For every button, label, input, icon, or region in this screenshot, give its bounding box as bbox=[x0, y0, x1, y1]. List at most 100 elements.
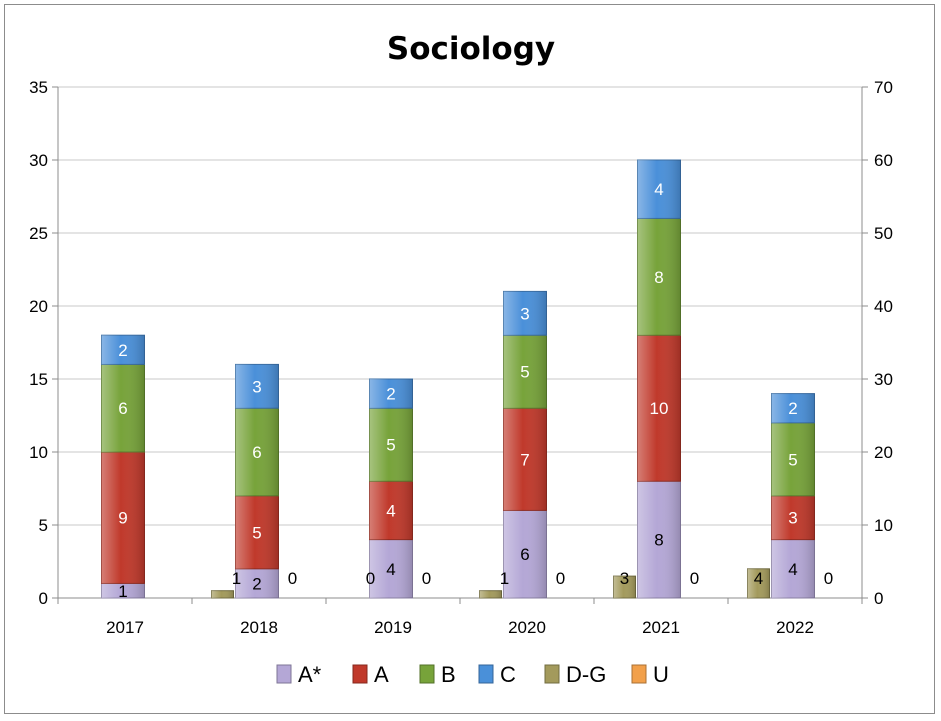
bars bbox=[101, 159, 815, 599]
y2-tick-label: 30 bbox=[874, 370, 893, 389]
category-label: 2020 bbox=[508, 618, 546, 637]
y-tick-label: 0 bbox=[39, 589, 48, 608]
bar-shading bbox=[101, 583, 145, 598]
data-label: 0 bbox=[824, 569, 833, 588]
data-label: 1 bbox=[118, 582, 127, 601]
data-label: 5 bbox=[788, 450, 797, 469]
category-label: 2018 bbox=[240, 618, 278, 637]
side-bar-shading bbox=[747, 568, 770, 598]
category-label: 2017 bbox=[106, 618, 144, 637]
data-label: 10 bbox=[650, 399, 669, 418]
bar-shading bbox=[771, 495, 815, 540]
data-label: 8 bbox=[654, 531, 663, 550]
data-label: 5 bbox=[252, 523, 261, 542]
bar-shading bbox=[503, 408, 547, 511]
legend-swatch bbox=[276, 664, 292, 684]
legend-label: U bbox=[653, 662, 669, 687]
side-bar-shading bbox=[211, 590, 234, 598]
legend-swatch bbox=[478, 664, 494, 684]
chart-title: Sociology bbox=[387, 31, 555, 67]
y2-tick-label: 50 bbox=[874, 224, 893, 243]
legend-swatch bbox=[419, 664, 435, 684]
y-tick-label: 15 bbox=[29, 370, 48, 389]
data-label: 4 bbox=[386, 560, 395, 579]
y2-tick-label: 60 bbox=[874, 151, 893, 170]
bar-shading bbox=[369, 408, 413, 482]
sociology-chart: Sociology 051015202530350102030405060702… bbox=[29, 31, 893, 687]
category-label: 2022 bbox=[776, 618, 814, 637]
legend-label: D-G bbox=[566, 662, 606, 687]
bar-shading bbox=[503, 291, 547, 336]
y2-tick-label: 0 bbox=[874, 589, 883, 608]
data-label: 0 bbox=[366, 569, 375, 588]
data-label: 3 bbox=[788, 509, 797, 528]
bar-shading bbox=[235, 495, 279, 569]
side-bar-shading bbox=[613, 576, 636, 598]
bar-shading bbox=[503, 335, 547, 409]
data-label: 9 bbox=[118, 509, 127, 528]
bar-shading bbox=[235, 568, 279, 598]
bar-shading bbox=[637, 218, 681, 336]
legend-label: A* bbox=[298, 662, 322, 687]
data-label: 2 bbox=[386, 385, 395, 404]
data-label: 3 bbox=[620, 569, 629, 588]
data-label: 2 bbox=[118, 341, 127, 360]
bar-shading bbox=[503, 510, 547, 598]
bar-shading bbox=[637, 160, 681, 219]
data-label: 0 bbox=[556, 569, 565, 588]
y2-tick-label: 10 bbox=[874, 516, 893, 535]
data-label: 1 bbox=[232, 569, 241, 588]
y-tick-label: 20 bbox=[29, 297, 48, 316]
bar-shading bbox=[771, 422, 815, 496]
legend-label: A bbox=[374, 662, 389, 687]
data-label: 2 bbox=[788, 399, 797, 418]
bar-shading bbox=[235, 364, 279, 409]
data-label: 3 bbox=[252, 377, 261, 396]
bar-shading bbox=[637, 335, 681, 482]
legend: A* A B C D-G U bbox=[276, 662, 669, 687]
data-label: 4 bbox=[654, 180, 663, 199]
legend-swatch bbox=[544, 664, 560, 684]
data-label: 2 bbox=[252, 574, 261, 593]
legend-label: C bbox=[500, 662, 516, 687]
y-tick-label: 5 bbox=[39, 516, 48, 535]
data-label: 1 bbox=[500, 569, 509, 588]
legend-label: B bbox=[441, 662, 456, 687]
bar-shading bbox=[771, 393, 815, 423]
y2-tick-label: 40 bbox=[874, 297, 893, 316]
category-label: 2021 bbox=[642, 618, 680, 637]
y-tick-label: 25 bbox=[29, 224, 48, 243]
bar-shading bbox=[637, 481, 681, 598]
data-label: 8 bbox=[654, 268, 663, 287]
bar-shading bbox=[101, 335, 145, 365]
data-label: 4 bbox=[386, 501, 395, 520]
data-label: 6 bbox=[520, 545, 529, 564]
data-label: 0 bbox=[422, 569, 431, 588]
y2-tick-label: 20 bbox=[874, 443, 893, 462]
y-tick-label: 10 bbox=[29, 443, 48, 462]
legend-swatch bbox=[352, 664, 368, 684]
bar-shading bbox=[101, 364, 145, 452]
data-label: 5 bbox=[386, 436, 395, 455]
gridlines bbox=[58, 86, 862, 526]
bar-shading bbox=[369, 379, 413, 409]
y-tick-label: 30 bbox=[29, 151, 48, 170]
side-bar-shading bbox=[479, 590, 502, 598]
data-label: 3 bbox=[520, 304, 529, 323]
data-label: 0 bbox=[690, 569, 699, 588]
data-label: 7 bbox=[520, 450, 529, 469]
bar-shading bbox=[235, 408, 279, 496]
data-label: 0 bbox=[288, 569, 297, 588]
data-label: 6 bbox=[252, 443, 261, 462]
bar-shading bbox=[771, 539, 815, 598]
chart-frame: Sociology 0 5 10 15 20 25 30 35 0 10 20 30 40 50 60 70 2… bbox=[4, 4, 935, 714]
data-label: 4 bbox=[788, 560, 797, 579]
data-label: 4 bbox=[754, 569, 763, 588]
data-label: 5 bbox=[520, 363, 529, 382]
bar-shading bbox=[101, 452, 145, 584]
legend-swatch bbox=[631, 664, 647, 684]
bar-shading bbox=[369, 539, 413, 598]
y2-tick-label: 70 bbox=[874, 78, 893, 97]
